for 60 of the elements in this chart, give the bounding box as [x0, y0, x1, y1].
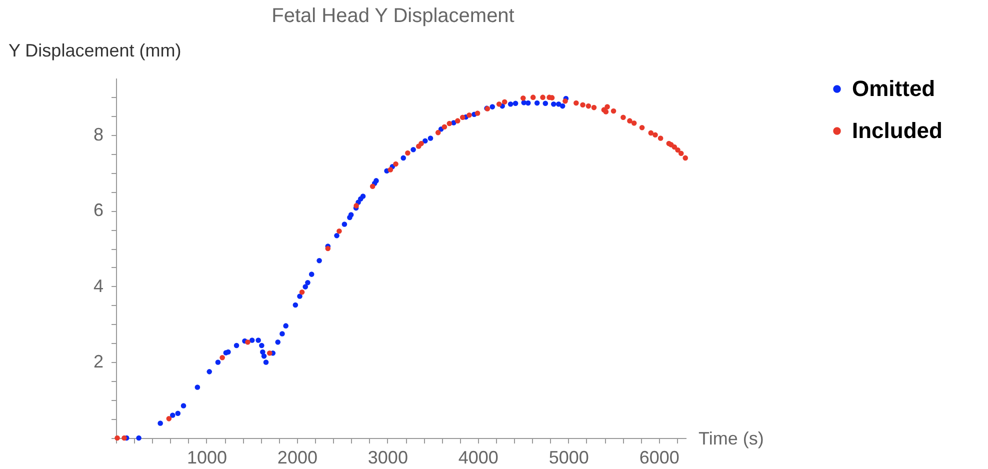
point — [466, 112, 472, 118]
point — [446, 120, 452, 126]
point — [114, 435, 120, 441]
point — [591, 104, 597, 110]
point — [631, 120, 637, 126]
chart-title: Fetal Head Y Displacement — [272, 5, 515, 27]
point — [502, 99, 508, 105]
point — [604, 104, 610, 110]
x-axis-title: Time (s) — [698, 428, 764, 448]
point — [672, 144, 678, 150]
point — [530, 94, 536, 100]
x-tick-label: 3000 — [368, 448, 408, 468]
point — [540, 94, 546, 100]
x-tick-label: 4000 — [458, 448, 498, 468]
point — [675, 147, 680, 153]
point — [678, 150, 684, 156]
point — [405, 150, 410, 156]
point — [435, 130, 441, 136]
point — [388, 167, 394, 172]
point — [418, 140, 424, 146]
point — [610, 108, 616, 114]
x-tick-label: 2000 — [277, 448, 318, 468]
point — [574, 100, 579, 106]
point — [648, 130, 654, 136]
point — [220, 355, 225, 360]
point — [336, 228, 342, 234]
point — [325, 246, 331, 252]
point — [620, 114, 626, 120]
point — [460, 114, 466, 120]
point — [299, 289, 305, 295]
point — [562, 98, 568, 104]
point — [682, 155, 688, 161]
y-tick-label: 4 — [93, 276, 104, 296]
point — [652, 132, 658, 138]
point — [454, 118, 460, 124]
point — [166, 416, 172, 422]
y-tick-label: 2 — [93, 352, 104, 372]
point — [370, 184, 376, 190]
point — [354, 203, 359, 208]
point — [586, 103, 592, 109]
legend-label: Included — [852, 118, 942, 143]
point — [122, 435, 127, 441]
point — [442, 124, 448, 130]
y-tick-label: 6 — [93, 200, 104, 220]
y-tick-label: 8 — [93, 124, 104, 144]
point — [496, 102, 502, 107]
x-tick-label: 6000 — [639, 448, 680, 468]
point — [266, 350, 272, 356]
point — [245, 339, 250, 345]
point — [658, 136, 664, 141]
x-tick-label: 5000 — [548, 448, 589, 468]
point — [627, 118, 632, 124]
point — [393, 161, 398, 167]
point — [639, 125, 645, 130]
point — [580, 102, 586, 108]
point — [474, 110, 480, 116]
x-tick-label: 1000 — [186, 448, 227, 468]
point — [520, 95, 526, 101]
y-axis-title: Y Displacement (mm) — [8, 40, 182, 60]
legend-label: Omitted — [852, 76, 936, 101]
